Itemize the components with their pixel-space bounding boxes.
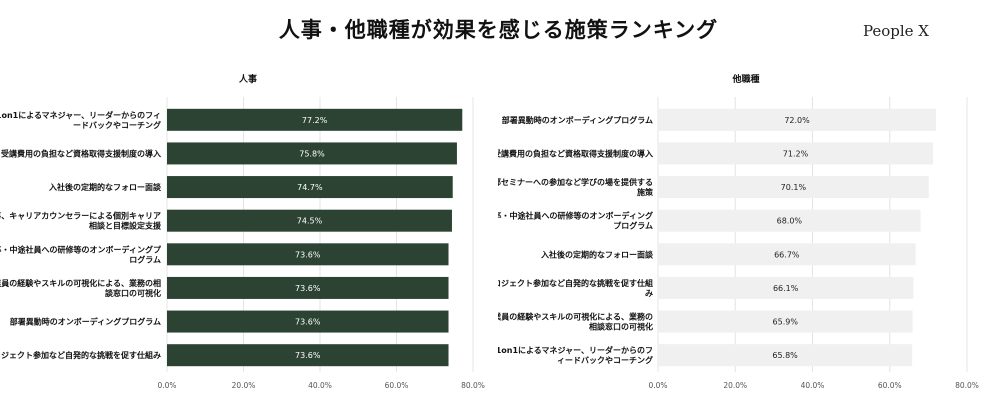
- bar: [167, 108, 463, 131]
- bar: [658, 108, 937, 131]
- bar-value-label: 74.5%: [297, 217, 323, 226]
- bar-value-label: 75.8%: [299, 149, 325, 158]
- bar-value-label: 72.0%: [784, 116, 810, 125]
- bar: [167, 243, 449, 266]
- bar-value-label: 65.9%: [773, 318, 799, 327]
- bar: [167, 276, 449, 299]
- category-label: 従業員の経験やスキルの可視化による、業務の相談窓口の可視化: [498, 312, 653, 332]
- bar-value-label: 66.1%: [773, 284, 799, 293]
- chart-title: 人事: [238, 73, 257, 85]
- x-tick-label: 60.0%: [385, 381, 409, 390]
- x-tick-label: 40.0%: [308, 381, 332, 390]
- x-tick-label: 0.0%: [648, 381, 667, 390]
- bar: [658, 142, 934, 165]
- x-tick-label: 0.0%: [157, 381, 176, 390]
- bar-value-label: 73.6%: [295, 318, 321, 327]
- category-label: プロジェクト参加など自発的な挑戦を促す仕組み: [498, 278, 653, 298]
- x-tick-label: 20.0%: [232, 381, 256, 390]
- bar: [658, 276, 914, 299]
- bar-value-label: 71.2%: [783, 149, 809, 158]
- bar: [167, 176, 453, 199]
- category-label: 入社後の定期的なフォロー面談: [540, 249, 654, 259]
- chart-hr: 人事 0.0% 20.0% 40.0% 60.0% 80.0% 77.2% 1on1によるマネ…: [0, 73, 485, 390]
- bar: [658, 310, 913, 333]
- bar: [167, 310, 449, 333]
- x-tick-label: 80.0%: [461, 381, 485, 390]
- bar-value-label: 65.8%: [772, 351, 798, 360]
- bar-value-label: 68.0%: [777, 217, 803, 226]
- chart-title: 他職種: [731, 73, 759, 85]
- bar-value-label: 74.7%: [297, 183, 323, 192]
- category-label: プロジェクト参加など自発的な挑戦を促す仕組み: [0, 350, 161, 360]
- bar-value-label: 70.1%: [781, 183, 807, 192]
- bar-value-label: 73.6%: [295, 250, 321, 259]
- brand-logo: People X: [862, 22, 929, 40]
- bar-value-label: 66.7%: [774, 250, 800, 259]
- bar: [167, 344, 449, 367]
- category-label: 部署異動時のオンボーディングプログラム: [10, 317, 161, 327]
- bar: [658, 344, 913, 367]
- category-label: 受講費用の負担など資格取得支援制度の導入: [1, 148, 161, 158]
- category-label: 入社後の定期的なフォロー面談: [48, 182, 162, 192]
- bar: [167, 142, 457, 165]
- x-tick-label: 20.0%: [723, 381, 747, 390]
- category-label: 1on1によるマネジャー、リーダーからのフィードバックやコーチング: [498, 345, 653, 365]
- bar: [658, 243, 916, 266]
- category-label: 1on1によるマネジャー、リーダーからのフィードバックやコーチング: [0, 110, 161, 130]
- bar: [658, 176, 929, 199]
- category-label: 新卒・中途社員への研修等のオンボーディングプログラム: [0, 244, 162, 264]
- category-label: 人事、キャリアカウンセラーによる個別キャリア相談と目標設定支援: [0, 211, 162, 231]
- chart-other-roles: 他職種 0.0% 20.0% 40.0% 60.0% 80.0% 72.0% 部署異動時のオン…: [498, 73, 979, 390]
- page-title: 人事・他職種が効果を感じる施策ランキング: [278, 18, 719, 42]
- bar-value-label: 73.6%: [295, 351, 321, 360]
- category-label: 従業員の経験やスキルの可視化による、業務の相談窓口の可視化: [0, 278, 161, 298]
- category-label: 部署異動時のオンボーディングプログラム: [502, 115, 653, 125]
- category-label: 受講費用の負担など資格取得支援制度の導入: [498, 148, 653, 158]
- bar: [658, 209, 921, 232]
- category-label: 外部セミナーへの参加など学びの場を提供する施策: [498, 177, 654, 197]
- x-tick-label: 80.0%: [955, 381, 979, 390]
- bar-value-label: 77.2%: [302, 116, 328, 125]
- x-tick-label: 60.0%: [878, 381, 902, 390]
- bar-value-label: 73.6%: [295, 284, 321, 293]
- x-tick-label: 40.0%: [801, 381, 825, 390]
- bar: [167, 209, 452, 232]
- category-label: 新卒・中途社員への研修等のオンボーディングプログラム: [498, 211, 653, 231]
